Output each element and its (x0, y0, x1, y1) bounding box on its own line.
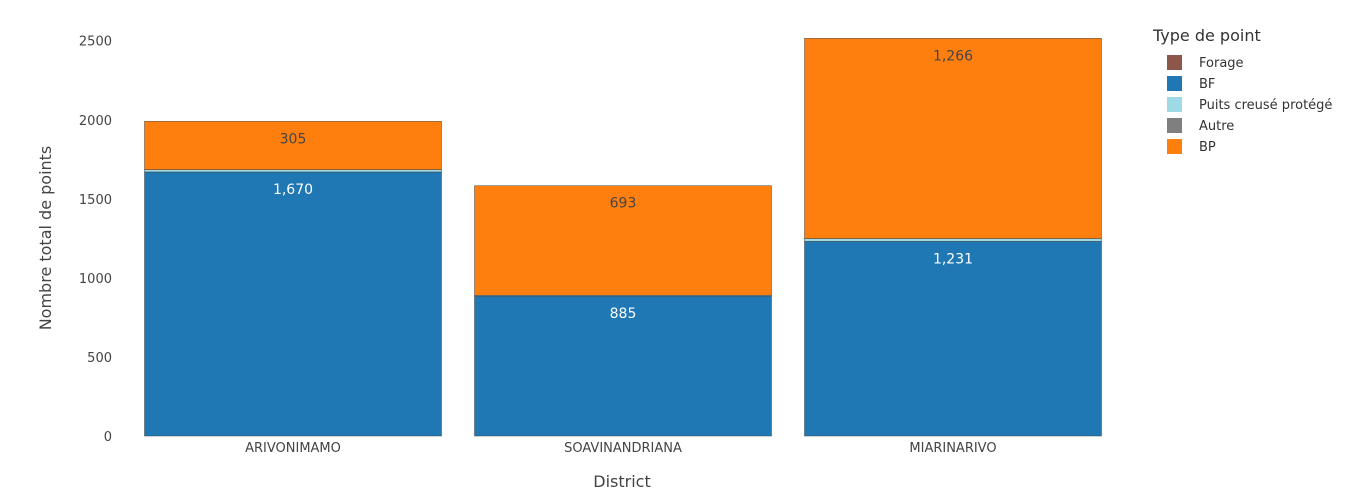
y-tick-label: 2500 (79, 35, 112, 50)
bar-value-label: 885 (610, 306, 637, 322)
legend-item-bf[interactable]: BF (1167, 76, 1215, 92)
x-tick-label: ARIVONIMAMO (245, 441, 341, 456)
y-tick-label: 1000 (79, 272, 112, 287)
y-axis-title: Nombre total de points (36, 146, 55, 331)
y-tick-label: 0 (104, 430, 112, 445)
bar-segment-bp[interactable] (144, 121, 442, 170)
legend-title: Type de point (1152, 26, 1261, 45)
y-axis-ticks: 0 500 1000 1500 2000 2500 (79, 35, 112, 445)
legend-item-forage[interactable]: Forage (1167, 55, 1244, 71)
bar-value-label: 1,266 (933, 48, 973, 64)
legend-label: Forage (1199, 56, 1244, 71)
bar-value-label: 305 (280, 131, 307, 147)
bar-segment-bp[interactable] (804, 38, 1102, 239)
legend-swatch (1167, 97, 1182, 112)
bar-value-label: 693 (610, 196, 637, 212)
legend-item-puits-creus-prot-g-[interactable]: Puits creusé protégé (1167, 97, 1332, 113)
bar-segment-bf[interactable] (474, 295, 772, 437)
bars[interactable]: 1,670 305 885 693 1,231 1,266 (144, 38, 1102, 437)
legend-label: Autre (1199, 119, 1234, 134)
legend-label: Puits creusé protégé (1199, 98, 1332, 113)
bar-segment-bf[interactable] (804, 241, 1102, 437)
bar-segment-puits-creus-prot-g-[interactable] (144, 169, 442, 173)
legend-swatch (1167, 76, 1182, 91)
legend-swatch (1167, 118, 1182, 133)
y-tick-label: 500 (87, 351, 112, 366)
bar-value-label: 1,670 (273, 182, 313, 198)
y-tick-label: 1500 (79, 193, 112, 208)
bar-segment-bf[interactable] (144, 171, 442, 437)
legend-label: BF (1199, 77, 1215, 92)
x-axis-title: District (593, 472, 650, 491)
bar-value-label: 1,231 (933, 251, 973, 267)
legend[interactable]: Type de point Forage BF Puits creusé proté… (1152, 26, 1332, 155)
legend-label: BP (1199, 140, 1216, 155)
bar-segment-bp[interactable] (474, 185, 772, 296)
x-axis-ticks: ARIVONIMAMO SOAVINANDRIANA MIARINARIVO (245, 441, 996, 456)
legend-item-autre[interactable]: Autre (1167, 118, 1234, 134)
x-tick-label: SOAVINANDRIANA (564, 441, 682, 456)
y-tick-label: 2000 (79, 114, 112, 129)
x-tick-label: MIARINARIVO (909, 441, 996, 456)
legend-item-bp[interactable]: BP (1167, 139, 1216, 155)
legend-swatch (1167, 139, 1182, 154)
legend-swatch (1167, 55, 1182, 70)
bar-segment-puits-creus-prot-g-[interactable] (804, 238, 1102, 242)
